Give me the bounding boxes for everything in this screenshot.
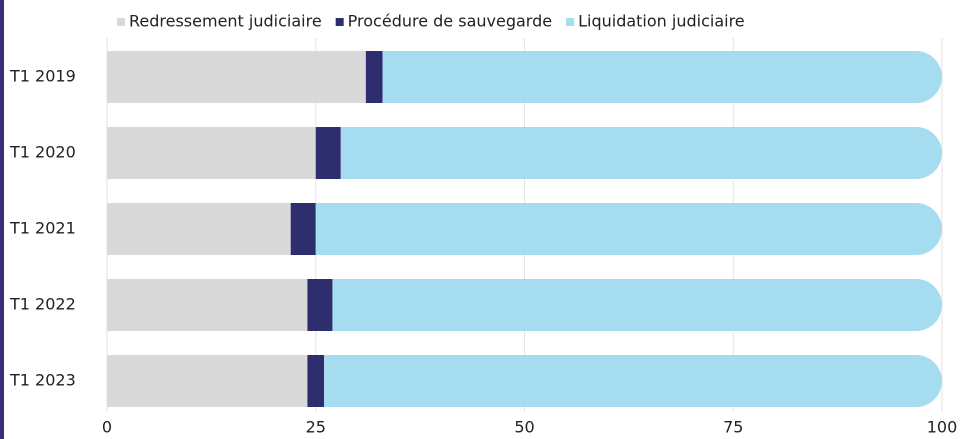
bar-segment bbox=[107, 279, 308, 331]
legend-swatch bbox=[117, 18, 125, 26]
legend-swatch bbox=[335, 18, 344, 26]
y-tick-label: T1 2022 bbox=[9, 295, 76, 314]
legend-label: Redressement judiciaire bbox=[129, 12, 322, 31]
side-bar bbox=[0, 0, 4, 439]
bar-segment bbox=[107, 355, 308, 407]
x-tick-label: 100 bbox=[927, 418, 958, 437]
bar-segment bbox=[307, 279, 333, 331]
legend-label: Procédure de sauvegarde bbox=[348, 12, 552, 31]
bar-segment bbox=[307, 355, 325, 407]
bar-segment bbox=[340, 127, 942, 179]
y-tick-label: T1 2021 bbox=[9, 219, 76, 238]
bar-segment bbox=[315, 127, 341, 179]
legend-swatch bbox=[566, 18, 575, 26]
bar-segment bbox=[315, 203, 942, 255]
bar-segment bbox=[365, 51, 383, 103]
y-tick-label: T1 2020 bbox=[9, 143, 76, 162]
legend-label: Liquidation judiciaire bbox=[578, 12, 745, 31]
bar-segment bbox=[107, 203, 291, 255]
x-tick-label: 0 bbox=[102, 418, 112, 437]
x-tick-label: 50 bbox=[514, 418, 534, 437]
bar-segment bbox=[382, 51, 942, 103]
y-tick-label: T1 2019 bbox=[9, 67, 76, 86]
bar-segment bbox=[107, 127, 316, 179]
bar-segment bbox=[290, 203, 316, 255]
x-tick-label: 25 bbox=[306, 418, 326, 437]
y-tick-label: T1 2023 bbox=[9, 371, 76, 390]
bar-segment bbox=[107, 51, 366, 103]
bar-segment bbox=[324, 355, 943, 407]
x-tick-label: 75 bbox=[723, 418, 743, 437]
bar-segment bbox=[332, 279, 942, 331]
